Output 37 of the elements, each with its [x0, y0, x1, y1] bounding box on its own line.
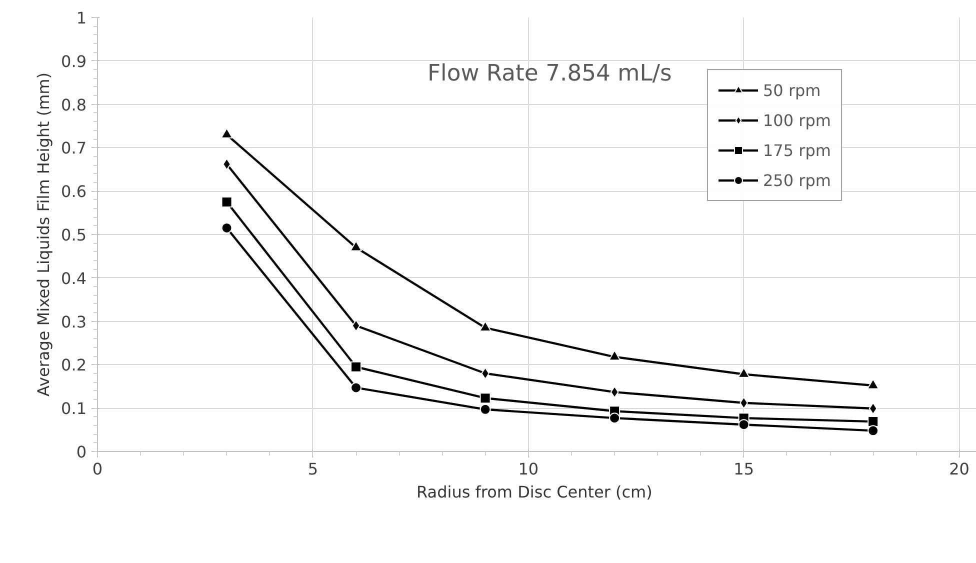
point	[868, 416, 879, 428]
y-tick-label: 0.9	[61, 52, 87, 71]
y-tick-label: 0.6	[61, 182, 87, 202]
point	[352, 320, 360, 332]
point	[480, 404, 491, 415]
x-tick-label: 15	[734, 460, 754, 478]
point	[350, 361, 362, 372]
point	[350, 382, 362, 394]
point	[221, 222, 232, 234]
x-axis-title: Radius from Disc Center (cm)	[416, 482, 652, 502]
y-tick-label: 0.5	[61, 226, 87, 244]
y-tick-label: 0	[76, 442, 87, 462]
point	[480, 392, 491, 404]
x-tick-label: 0	[92, 460, 103, 478]
point	[350, 240, 362, 252]
y-tick-label: 1	[76, 8, 87, 28]
legend-label: 175 rpm	[763, 140, 831, 160]
legend-label: 50 rpm	[763, 80, 821, 100]
x-tick-label: 10	[518, 460, 539, 478]
point	[608, 350, 621, 361]
y-tick-label: 0.8	[61, 95, 87, 114]
x-tick-label: 20	[949, 460, 970, 478]
y-tick-label: 0.3	[61, 312, 87, 332]
point	[221, 196, 232, 208]
y-tick-label: 0.7	[61, 138, 87, 158]
legend-label: 250 rpm	[763, 170, 831, 190]
y-tick-label: 0.4	[61, 268, 87, 288]
y-axis-title: Average Mixed Liquids Film Height (mm)	[34, 72, 54, 397]
point	[738, 419, 750, 430]
point	[868, 425, 879, 436]
legend-label: 100 rpm	[763, 110, 831, 130]
point	[609, 412, 620, 424]
text: Flow Rate 7.854 mL/s	[428, 60, 672, 86]
y-tick-label: 0.2	[61, 356, 87, 375]
y-tick-label: 0.1	[61, 399, 87, 418]
point	[220, 128, 233, 138]
x-tick-label: 5	[308, 460, 318, 478]
